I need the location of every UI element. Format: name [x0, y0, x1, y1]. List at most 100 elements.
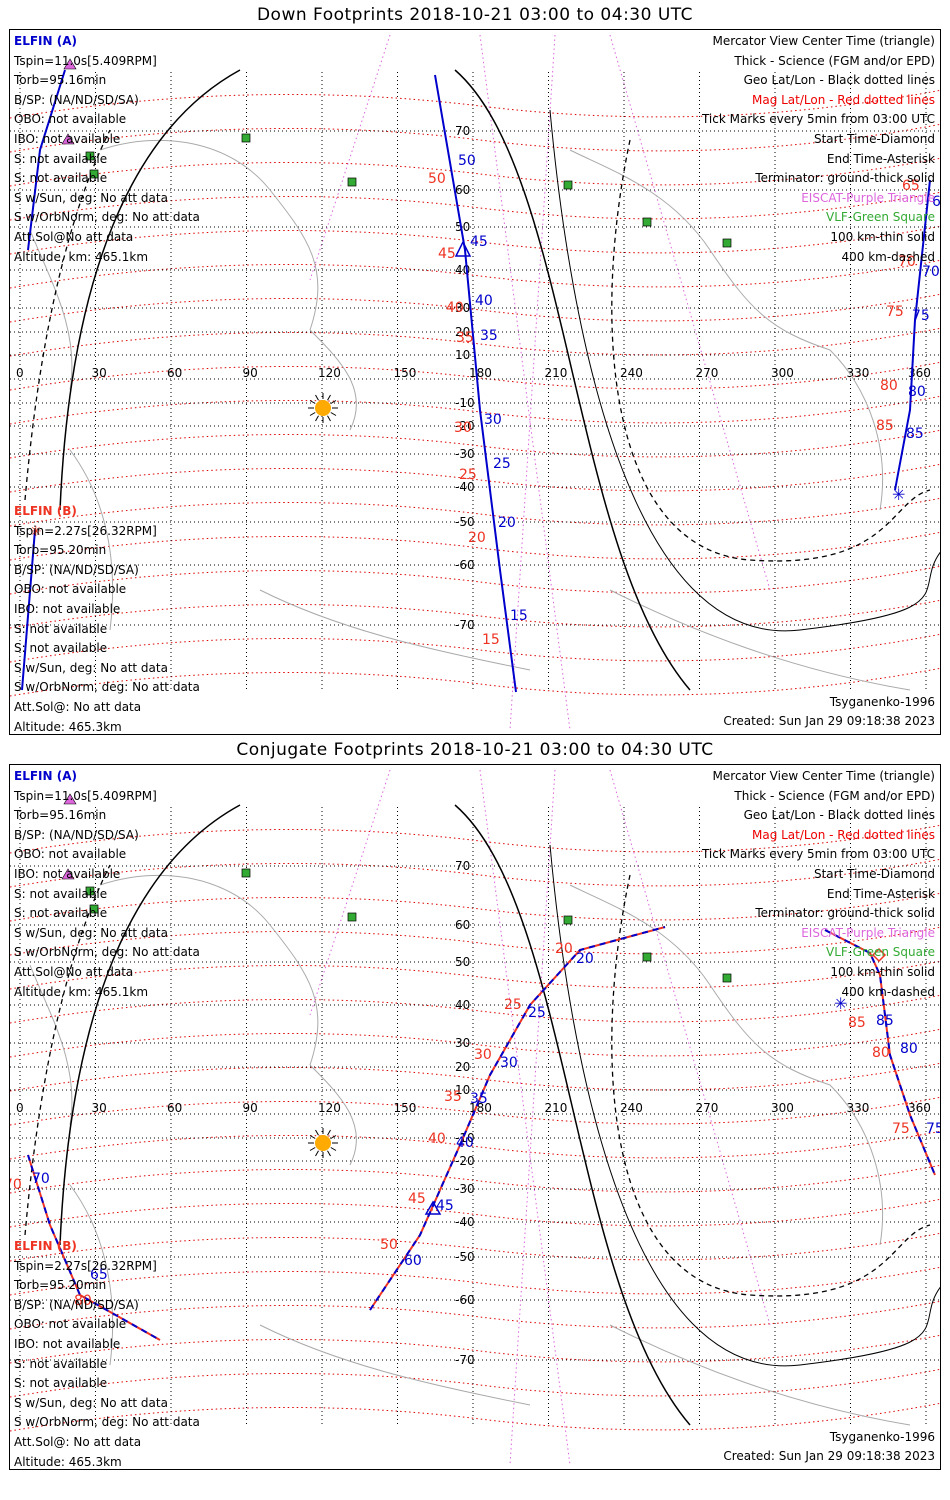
track-a-time-label: 20 — [576, 951, 594, 967]
lat-label: 20 — [455, 1060, 470, 1074]
track-a-time-label: 75 — [926, 1121, 941, 1137]
track-a — [27, 1154, 161, 1341]
track-b-time-label: 35 — [456, 330, 474, 346]
sat-b-line: S: not available — [14, 621, 108, 636]
sat-a-line: OBO: not available — [14, 847, 127, 862]
coastline — [29, 964, 73, 1126]
lon-label: 240 — [620, 366, 643, 380]
sun-icon — [315, 400, 331, 416]
map-footer: Tsyganenko-1996 Created: Sun Jan 29 09:1… — [723, 1428, 935, 1467]
sat-a-line: B/SP: (NA/ND/SD/SA) — [14, 92, 139, 107]
sat-b-line: S: not available — [14, 1376, 108, 1391]
coastline — [829, 349, 883, 511]
mag-lat-line — [10, 1062, 940, 1092]
lat-label: 60 — [455, 918, 470, 932]
legend-line: Tick Marks every 5min from 03:00 UTC — [701, 112, 935, 127]
coastline — [609, 589, 911, 691]
sat-b-line: IBO: not available — [14, 1336, 121, 1351]
sat-a-line: S: not available — [14, 171, 108, 186]
legend-line: End Time-Asterisk — [826, 886, 935, 901]
vlf-station-marker — [241, 133, 251, 143]
mag-lon-line — [309, 34, 391, 281]
panel-title-conj: Conjugate Footprints 2018-10-21 03:00 to… — [236, 740, 714, 760]
sat-a-line: S w/OrbNorm, deg: No att data — [14, 945, 200, 960]
track-a-time-label: 30 — [484, 412, 502, 428]
terminator-line — [454, 804, 691, 1426]
lon-label: 300 — [771, 366, 794, 380]
sat-b-line: OBO: not available — [14, 582, 127, 597]
track-a-time-label: 60 — [404, 1253, 422, 1269]
legend-line: 100 km-thin solid — [830, 229, 935, 244]
sun-ray — [327, 1150, 331, 1157]
track-b-time-label: 40 — [428, 1131, 446, 1147]
lon-label: 30 — [92, 1101, 107, 1115]
coastline — [609, 1324, 911, 1426]
created-label: Created: Sun Jan 29 09:18:38 2023 — [723, 1449, 935, 1464]
mag-lon-line — [479, 769, 571, 1466]
track-b-time-label: 35 — [444, 1089, 462, 1105]
legend-line: 400 km-dashed — [841, 249, 935, 264]
coastline — [569, 884, 831, 1086]
vlf-station-marker — [89, 904, 99, 914]
lat-label: -20 — [455, 419, 475, 433]
sun-icon — [315, 1135, 331, 1151]
sat-a-line: Torb=95.16min — [14, 808, 107, 823]
track-a-time-label: 85 — [876, 1013, 894, 1029]
terminator-400km — [24, 129, 111, 501]
vlf-station-marker — [85, 886, 95, 896]
eiscat-marker — [61, 133, 75, 145]
lat-label: 10 — [455, 1083, 470, 1097]
sat-a-line: S: not available — [14, 886, 108, 901]
lat-label: -60 — [455, 558, 475, 572]
terminator-400km — [611, 139, 931, 562]
lat-label: -50 — [455, 515, 475, 529]
sun-ray — [327, 415, 331, 422]
lat-label: 70 — [455, 859, 470, 873]
track-b-time-label: 25 — [459, 467, 477, 483]
view-center-triangle — [424, 1200, 442, 1215]
track-a — [21, 529, 36, 691]
track-b-time-label: 75 — [886, 304, 904, 320]
legend-line: End Time-Asterisk — [826, 151, 935, 166]
lat-label: 50 — [455, 955, 470, 969]
track-a-time-label: 45 — [470, 234, 488, 250]
sat-a-line: S: not available — [14, 151, 108, 166]
eiscat-marker — [63, 58, 77, 70]
track-a-time-label: 40 — [475, 293, 493, 309]
lat-label: -40 — [455, 1215, 475, 1229]
mag-lon-line — [309, 769, 391, 1016]
model-label: Tsyganenko-1996 — [829, 1429, 935, 1444]
vlf-station-marker — [347, 912, 357, 922]
sat-a-line: S w/OrbNorm, deg: No att data — [14, 210, 200, 225]
end-time-asterisk: ✳ — [834, 994, 847, 1013]
track-b-time-label: 15 — [482, 632, 500, 648]
map-panel-down: 0 30 60 90 120 150 180 210 240 270 300 330 360 70 60 50… — [9, 29, 941, 735]
mag-lon-line — [479, 34, 571, 731]
lon-label: 270 — [696, 366, 719, 380]
track-b-time-label: 30 — [474, 1047, 492, 1063]
lat-label: -30 — [455, 1182, 475, 1196]
track-a-time-label: 25 — [528, 1005, 546, 1021]
vlf-station-marker — [241, 868, 251, 878]
lat-label: 70 — [455, 124, 470, 138]
lon-label: 120 — [318, 366, 341, 380]
lon-label: 30 — [92, 366, 107, 380]
lat-label: 10 — [455, 348, 470, 362]
track-a-time-label: 40 — [456, 1135, 474, 1151]
sat-b-line: Att.Sol@: No att data — [14, 699, 142, 714]
sat-b-line: B/SP: (NA/ND/SD/SA) — [14, 1297, 139, 1312]
sat-a-line: S w/Sun, deg: No att data — [14, 190, 168, 205]
sat-b-line: Altitude: 465.3km — [14, 1454, 122, 1469]
eiscat-marker — [61, 868, 75, 880]
lon-label: 150 — [394, 366, 417, 380]
legend-line: Mag Lat/Lon - Red dotted lines — [751, 92, 935, 107]
sun-ray — [327, 394, 331, 401]
track-b-time-label: 20 — [555, 941, 573, 957]
legend-line: 400 km-dashed — [841, 984, 935, 999]
lat-label: -10 — [455, 396, 475, 410]
legend-line: Mag Lat/Lon - Red dotted lines — [751, 827, 935, 842]
vlf-station-marker — [563, 180, 573, 190]
track-a-time-label: 30 — [500, 1055, 518, 1071]
track-a-time-label: 85 — [906, 426, 924, 442]
lat-label: -60 — [455, 1293, 475, 1307]
